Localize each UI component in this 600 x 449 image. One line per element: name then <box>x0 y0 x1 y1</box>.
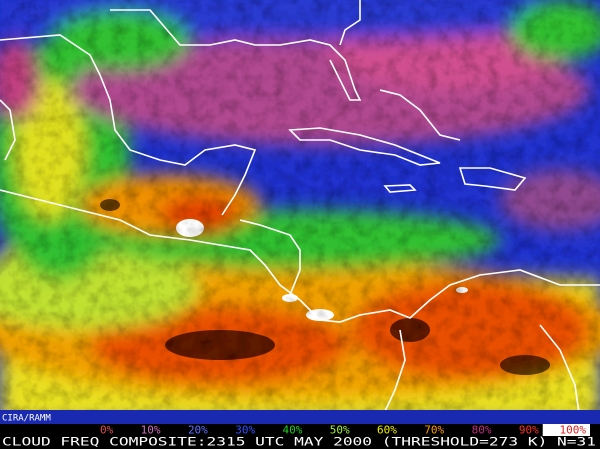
legend-label: 0% <box>100 424 114 437</box>
legend-label: 60% <box>377 424 397 437</box>
legend-swatch <box>495 424 543 436</box>
legend-swatch <box>542 424 590 436</box>
legend-label: 20% <box>188 424 208 437</box>
legend-label: 30% <box>235 424 255 437</box>
legend-label: 70% <box>424 424 444 437</box>
legend-swatch <box>117 424 165 436</box>
legend-swatch <box>400 424 449 436</box>
legend-swatch <box>306 424 354 436</box>
legend-label: 100% <box>560 424 587 437</box>
legend: 0% 10% 20% 30% 40% 50% 60% 70% 80% 90% 100% <box>0 424 600 437</box>
coastlines <box>0 0 600 423</box>
legend-swatch <box>259 424 307 436</box>
legend-swatch <box>448 424 496 436</box>
legend-swatch <box>164 424 212 436</box>
legend-label: 90% <box>519 424 539 437</box>
caption-band <box>0 436 600 449</box>
legend-label: 40% <box>282 424 302 437</box>
legend-label: 10% <box>141 424 161 437</box>
cloud-field <box>0 0 600 422</box>
credit-band <box>0 410 600 424</box>
credit: CIRA/RAMM <box>2 414 51 424</box>
legend-swatch <box>211 424 260 436</box>
legend-swatch <box>353 424 401 436</box>
legend-label: 50% <box>330 424 350 437</box>
legend-label: 80% <box>472 424 492 437</box>
legend-swatch <box>70 424 118 436</box>
caption: CLOUD FREQ COMPOSITE:2315 UTC MAY 2000 (… <box>2 435 596 449</box>
